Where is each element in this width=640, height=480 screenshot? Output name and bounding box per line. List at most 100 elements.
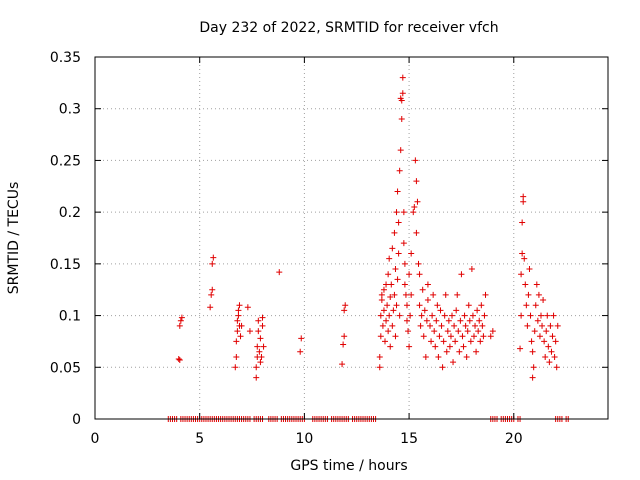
data-point	[521, 255, 528, 262]
data-point	[525, 291, 532, 298]
data-point	[474, 307, 481, 314]
data-point	[253, 364, 260, 371]
data-point	[544, 312, 551, 319]
data-point	[464, 328, 471, 335]
data-point	[536, 333, 543, 340]
data-point	[553, 364, 560, 371]
data-point	[476, 317, 483, 324]
x-tick-label: 0	[91, 431, 100, 447]
data-point	[376, 364, 383, 371]
data-point	[341, 307, 348, 314]
data-point	[523, 302, 530, 309]
data-point	[412, 157, 419, 164]
data-point	[393, 302, 400, 309]
y-tick-label: 0.3	[59, 102, 81, 118]
y-tick-label: 0.35	[50, 50, 81, 66]
data-point	[443, 348, 450, 355]
data-point	[481, 312, 488, 319]
data-point	[445, 317, 452, 324]
data-point	[470, 333, 477, 340]
data-point	[437, 307, 444, 314]
data-point	[444, 328, 451, 335]
data-point	[246, 328, 253, 335]
data-point	[478, 302, 485, 309]
data-point	[424, 297, 431, 304]
data-point	[380, 307, 387, 314]
data-point	[453, 307, 460, 314]
x-tick-label: 20	[505, 431, 523, 447]
data-point	[393, 209, 400, 216]
data-point	[480, 333, 487, 340]
data-point	[176, 357, 183, 364]
data-point	[473, 348, 480, 355]
data-point	[466, 317, 473, 324]
data-point	[454, 291, 461, 298]
data-point	[489, 328, 496, 335]
data-point	[342, 302, 349, 309]
data-point	[234, 328, 241, 335]
plot-frame	[94, 56, 609, 420]
data-point	[528, 338, 535, 345]
data-point	[535, 291, 542, 298]
data-point	[177, 317, 184, 324]
data-point	[392, 333, 399, 340]
y-tick-label: 0.05	[50, 360, 81, 376]
data-point	[254, 343, 261, 350]
data-point	[432, 343, 439, 350]
data-point	[386, 255, 393, 262]
data-point	[388, 281, 395, 288]
data-point	[378, 297, 385, 304]
data-point	[439, 364, 446, 371]
data-point	[419, 286, 426, 293]
data-point	[377, 312, 384, 319]
data-point	[420, 333, 427, 340]
data-point	[232, 364, 239, 371]
data-point	[386, 312, 393, 319]
data-point	[458, 271, 465, 278]
y-tick-label: 0.2	[59, 205, 81, 221]
data-point	[424, 281, 431, 288]
data-point	[207, 304, 214, 311]
axis-ticks	[94, 56, 608, 420]
data-point	[403, 302, 410, 309]
data-point	[421, 307, 428, 314]
data-point	[259, 322, 266, 329]
data-point	[396, 312, 403, 319]
data-point	[258, 353, 265, 360]
data-point	[467, 338, 474, 345]
data-point	[532, 302, 539, 309]
data-point	[465, 302, 472, 309]
data-point	[297, 348, 304, 355]
data-point	[456, 348, 463, 355]
data-point	[433, 317, 440, 324]
data-point	[390, 307, 397, 314]
data-point	[534, 317, 541, 324]
data-point	[405, 328, 412, 335]
data-point	[520, 193, 527, 200]
data-point	[452, 338, 459, 345]
data-point	[399, 74, 406, 81]
x-tick-label: 5	[195, 431, 204, 447]
data-point	[233, 338, 240, 345]
data-point	[414, 198, 421, 205]
data-point	[377, 333, 384, 340]
data-point	[257, 359, 264, 366]
data-point	[447, 333, 454, 340]
data-point	[403, 317, 410, 324]
data-point	[237, 333, 244, 340]
x-tick-labels: 0 5 10 15 20	[91, 431, 523, 447]
data-point	[482, 291, 489, 298]
data-point	[406, 271, 413, 278]
data-point	[384, 302, 391, 309]
chart-title: Day 232 of 2022, SRMTID for receiver vfc…	[199, 20, 498, 36]
data-point	[341, 333, 348, 340]
data-point	[519, 250, 526, 257]
data-point	[540, 297, 547, 304]
data-point	[383, 281, 390, 288]
data-point	[418, 312, 425, 319]
data-point	[389, 322, 396, 329]
data-points	[165, 74, 572, 422]
data-point	[529, 348, 536, 355]
data-point	[398, 97, 405, 104]
